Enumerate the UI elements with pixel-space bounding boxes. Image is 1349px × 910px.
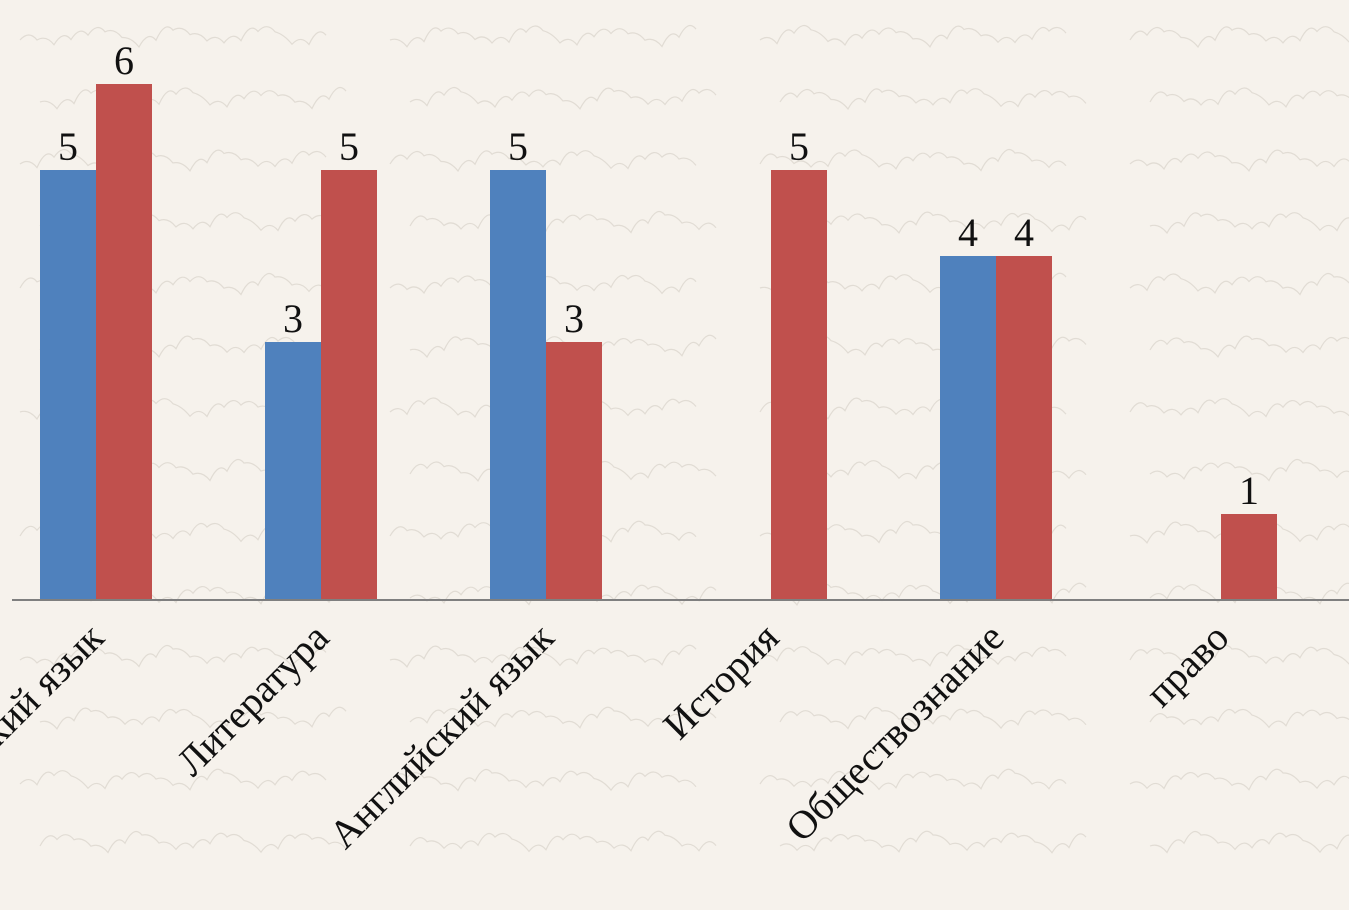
category-label-6: право <box>1136 615 1237 716</box>
background-scribble <box>1130 27 1349 47</box>
value-label-series-1-cat-3: 5 <box>508 124 528 169</box>
bars-group <box>40 84 1277 600</box>
category-label-1: кий язык <box>0 614 113 754</box>
background-scribble <box>1130 397 1349 418</box>
background-scribble <box>410 831 716 851</box>
value-label-series-1-cat-2: 3 <box>283 296 303 341</box>
bar-series-2-cat-1 <box>96 84 152 600</box>
bar-series-2-cat-2 <box>321 170 377 600</box>
value-label-series-1-cat-1: 5 <box>58 124 78 169</box>
value-label-series-2-cat-1: 6 <box>114 38 134 83</box>
background-scribble <box>760 26 1066 47</box>
bar-series-2-cat-5 <box>996 256 1052 600</box>
background-scribble <box>410 212 716 233</box>
background-scribble <box>760 645 1066 666</box>
value-label-series-2-cat-3: 3 <box>564 296 584 341</box>
bar-series-1-cat-2 <box>265 342 321 600</box>
background-scribble <box>40 832 346 853</box>
background-scribble <box>1150 211 1349 233</box>
category-label-2: Литература <box>168 614 338 784</box>
background-scribble <box>780 831 1086 852</box>
bar-series-2-cat-6 <box>1221 514 1277 600</box>
background-scribble <box>1150 832 1349 853</box>
background-scribble <box>1130 769 1349 790</box>
value-label-series-1-cat-5: 4 <box>958 210 978 255</box>
background-scribble <box>40 707 346 729</box>
bar-series-2-cat-3 <box>546 342 602 600</box>
background-scribble <box>1150 336 1349 357</box>
background-scribble <box>20 769 326 790</box>
background-scribble <box>20 27 326 47</box>
value-label-series-2-cat-6: 1 <box>1239 468 1259 513</box>
bar-series-2-cat-4 <box>771 170 827 600</box>
bar-series-1-cat-5 <box>940 256 996 600</box>
background-scribble <box>760 769 1066 789</box>
background-scribble <box>390 151 696 171</box>
background-scribble <box>780 89 1086 109</box>
background-scribble <box>390 26 696 47</box>
value-label-series-2-cat-2: 5 <box>339 124 359 169</box>
background-scribble <box>1130 150 1349 171</box>
value-label-series-2-cat-4: 5 <box>789 124 809 169</box>
background-scribble <box>1150 707 1349 727</box>
value-label-series-2-cat-5: 4 <box>1014 210 1034 255</box>
category-label-3: Английский язык <box>320 614 563 857</box>
bar-series-1-cat-1 <box>40 170 96 600</box>
bar-series-1-cat-3 <box>490 170 546 600</box>
background-scribble <box>40 88 346 109</box>
background-scribble <box>1130 274 1349 295</box>
background-scribble <box>410 88 716 109</box>
category-label-5: Обществознание <box>777 615 1013 851</box>
background-scribble <box>1150 88 1349 109</box>
category-label-4: История <box>654 615 787 748</box>
